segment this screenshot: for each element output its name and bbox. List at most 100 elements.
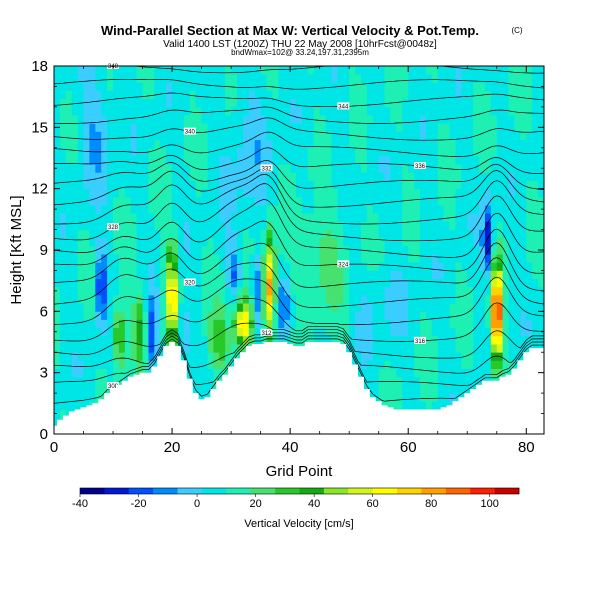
velocity-cell: [260, 311, 267, 320]
velocity-cell: [402, 245, 409, 255]
velocity-cell: [378, 327, 385, 337]
velocity-cell: [402, 335, 409, 345]
velocity-cell: [325, 90, 332, 100]
velocity-cell: [296, 155, 303, 165]
velocity-cell: [54, 82, 61, 91]
velocity-cell: [59, 188, 67, 198]
velocity-cell: [408, 327, 415, 337]
velocity-cell: [508, 319, 515, 329]
velocity-cell: [71, 245, 79, 255]
velocity-cell: [538, 172, 545, 181]
velocity-cell: [532, 286, 539, 296]
velocity-cell: [201, 74, 208, 83]
velocity-cell: [384, 270, 391, 280]
velocity-cell: [366, 368, 374, 378]
velocity-cell: [425, 278, 433, 288]
velocity-cell: [360, 368, 368, 378]
velocity-cell: [107, 360, 114, 369]
velocity-cell: [455, 303, 462, 312]
velocity-cell: [148, 278, 155, 288]
velocity-cell: [166, 245, 173, 255]
velocity-cell: [461, 123, 468, 132]
velocity-cell: [514, 164, 521, 173]
velocity-cell: [83, 393, 90, 402]
velocity-cell: [455, 213, 462, 222]
velocity-cell: [538, 278, 545, 288]
x-axis-label: Grid Point: [266, 463, 334, 480]
velocity-cell: [396, 74, 403, 83]
velocity-cell: [248, 155, 256, 165]
velocity-cell: [490, 164, 498, 173]
velocity-cell: [414, 319, 421, 329]
velocity-cell: [372, 123, 380, 132]
velocity-cell: [195, 74, 202, 83]
velocity-cell: [248, 66, 256, 75]
velocity-cell: [54, 66, 61, 75]
velocity-cell: [538, 106, 545, 116]
velocity-cell: [278, 245, 285, 255]
velocity-cell: [113, 74, 120, 83]
velocity-cell: [89, 115, 96, 124]
velocity-cell: [148, 74, 155, 83]
velocity-cell: [54, 221, 61, 230]
velocity-cell: [467, 131, 474, 140]
velocity-cell: [83, 254, 90, 263]
velocity-cell: [207, 237, 214, 247]
velocity-cell: [414, 384, 421, 394]
velocity-cell: [349, 245, 356, 255]
velocity-cell: [136, 172, 143, 181]
velocity-cell: [384, 286, 391, 296]
velocity-cell: [420, 82, 427, 91]
velocity-cell: [95, 155, 102, 165]
velocity-cell: [237, 106, 244, 116]
velocity-cell: [177, 237, 185, 247]
velocity-cell: [301, 237, 309, 247]
velocity-cell: [296, 270, 303, 280]
velocity-cell: [83, 384, 90, 394]
velocity-cell: [325, 311, 332, 320]
velocity-cell: [437, 82, 445, 91]
velocity-cell: [372, 335, 380, 345]
velocity-cell: [532, 245, 539, 255]
velocity-cell: [213, 344, 220, 353]
velocity-cell: [71, 82, 79, 91]
velocity-cell: [272, 82, 279, 91]
velocity-cell: [449, 139, 456, 149]
velocity-cell: [502, 164, 509, 173]
velocity-cell: [384, 123, 391, 132]
velocity-cell: [65, 164, 73, 173]
velocity-cell: [366, 213, 374, 222]
velocity-cell: [349, 286, 356, 296]
velocity-cell: [231, 237, 238, 247]
velocity-cell: [296, 237, 303, 247]
velocity-cell: [390, 90, 397, 100]
velocity-cell: [408, 115, 415, 124]
velocity-cell: [148, 82, 155, 91]
velocity-cell: [142, 131, 149, 140]
velocity-cell: [449, 90, 456, 100]
velocity-cell: [325, 123, 332, 132]
velocity-cell: [219, 254, 226, 263]
velocity-cell: [420, 303, 427, 312]
velocity-cell: [219, 147, 226, 157]
velocity-cell: [490, 344, 498, 353]
velocity-cell: [219, 319, 226, 329]
velocity-cell: [95, 196, 102, 206]
velocity-cell: [408, 196, 415, 206]
velocity-cell: [390, 270, 397, 280]
velocity-cell: [360, 344, 368, 353]
velocity-cell: [490, 319, 498, 329]
velocity-cell: [260, 303, 267, 312]
velocity-cell: [301, 254, 309, 263]
velocity-cell: [431, 376, 439, 386]
velocity-cell: [461, 270, 468, 280]
velocity-cell: [443, 368, 450, 378]
velocity-cell: [372, 254, 380, 263]
velocity-cell: [77, 393, 84, 402]
velocity-cell: [272, 155, 279, 165]
velocity-cell: [349, 262, 356, 271]
velocity-cell: [118, 106, 126, 116]
velocity-cell: [65, 393, 73, 402]
velocity-cell: [177, 188, 185, 198]
velocity-cell: [372, 270, 380, 280]
